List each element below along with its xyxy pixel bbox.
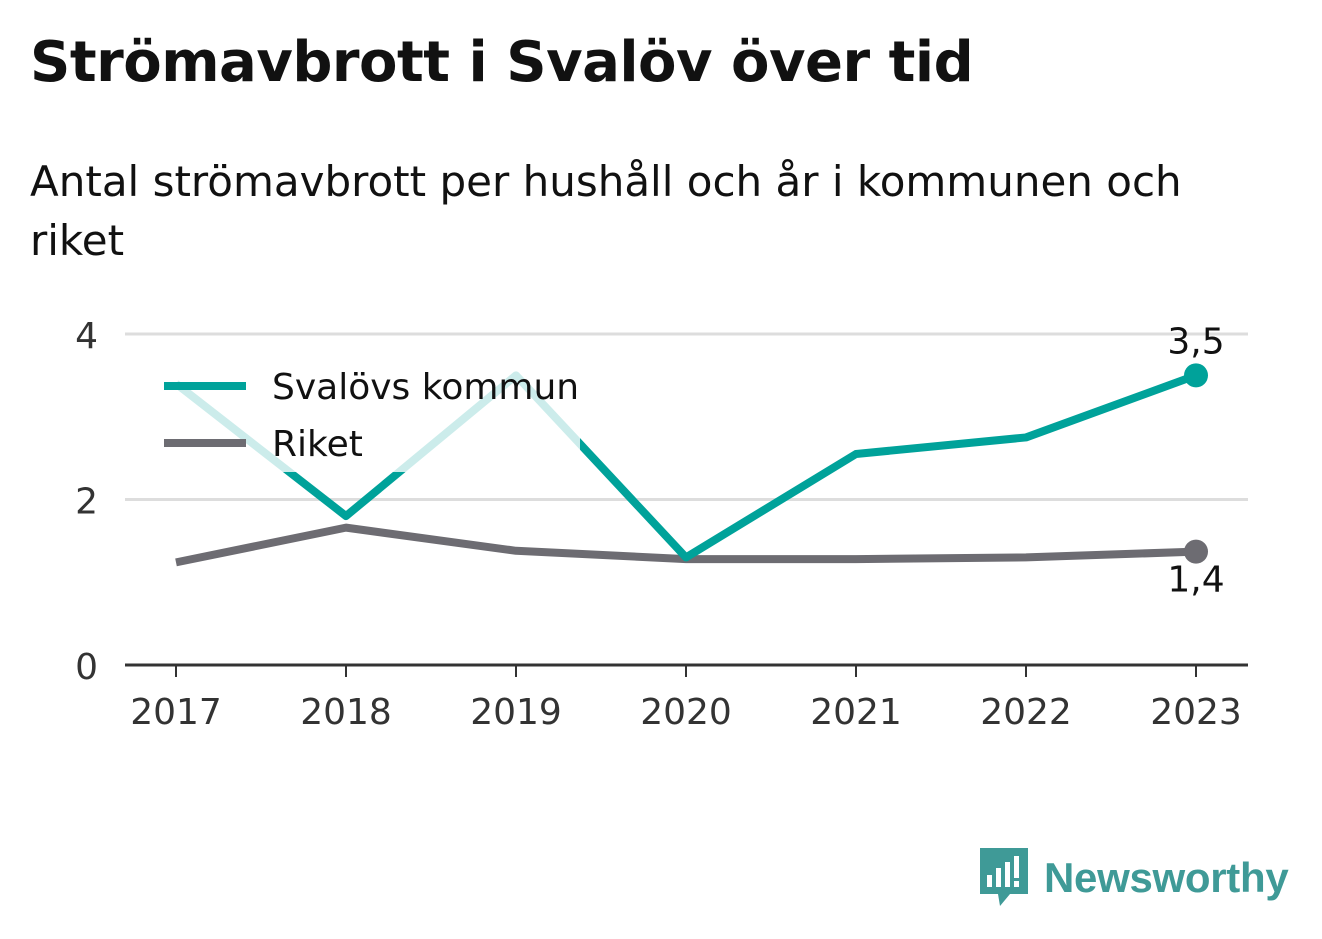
brand-name: Newsworthy [1044,854,1289,901]
y-tick-label: 2 [75,482,98,523]
legend: Svalövs kommun Riket [150,360,580,472]
x-axis: 2017 2018 2019 2020 2021 2022 2023 [125,663,1248,733]
x-tick-label: 2023 [1150,692,1242,733]
y-axis: 0 2 4 [75,316,98,688]
gridlines [125,332,1248,501]
y-tick-label: 4 [75,316,98,357]
series-line-svalov [173,371,1198,562]
end-labels: 3,5 1,4 [1167,321,1224,600]
x-tick-label: 2019 [470,692,562,733]
legend-background [150,360,580,472]
end-value-label: 3,5 [1167,321,1224,362]
chart-subtitle: Antal strömavbrott per hushåll och år i … [30,157,1182,265]
end-value-label: 1,4 [1167,560,1224,601]
y-tick-label: 0 [75,647,98,688]
chart-title: Strömavbrott i Svalöv över tid [30,30,974,95]
newsworthy-logo-icon [980,848,1028,906]
legend-label: Svalövs kommun [272,367,579,408]
end-point-marker [1184,363,1208,388]
x-tick-label: 2022 [980,692,1072,733]
x-tick-label: 2017 [130,692,222,733]
x-tick-label: 2021 [810,692,902,733]
end-point-marker [1184,539,1208,564]
x-tick-label: 2020 [640,692,732,733]
brand-logo: Newsworthy [980,848,1289,908]
x-tick-label: 2018 [300,692,392,733]
legend-label: Riket [272,424,363,465]
series-lines [173,371,1198,567]
